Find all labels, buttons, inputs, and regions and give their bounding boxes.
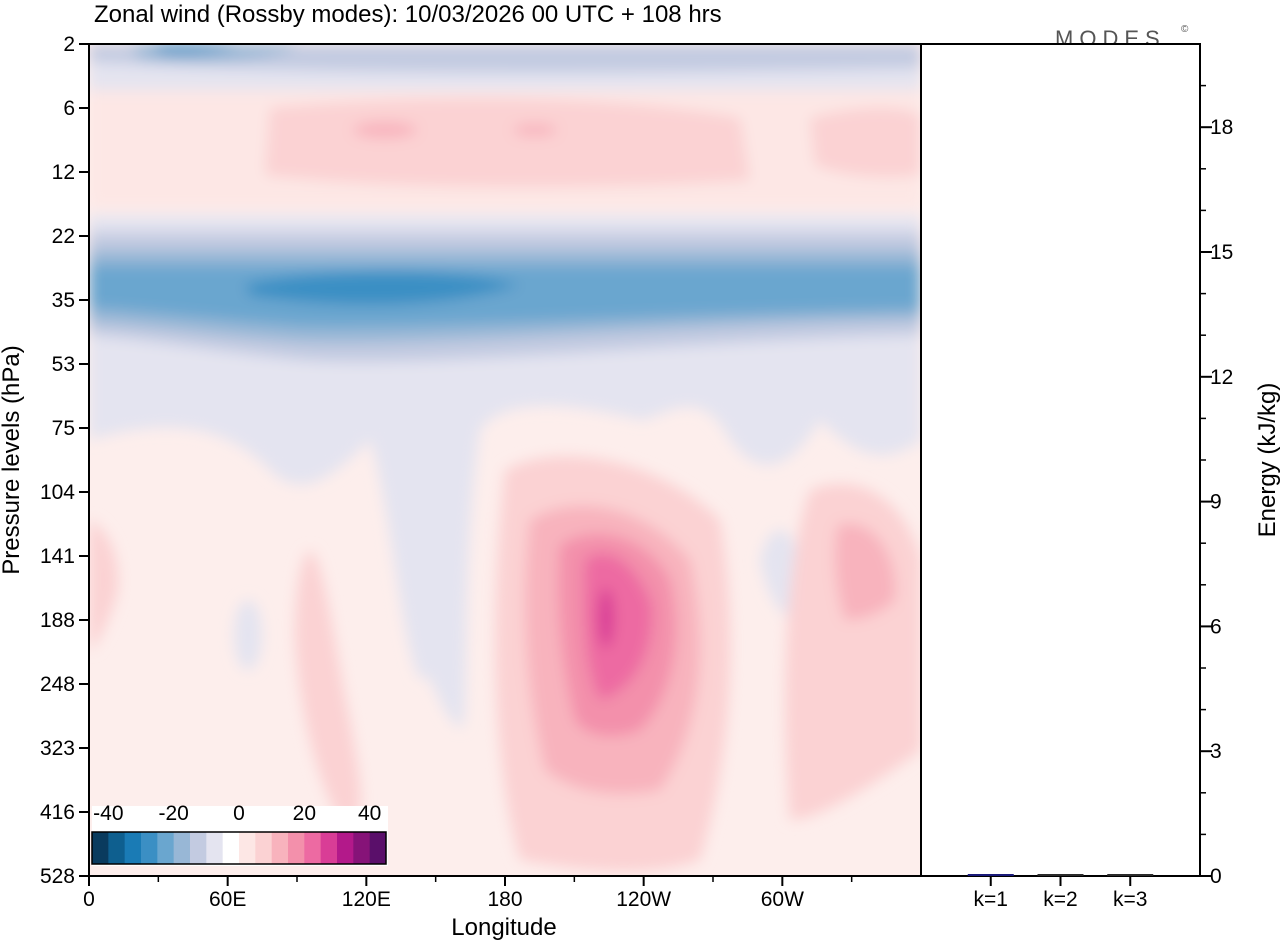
y-tick-label: 22	[52, 225, 75, 248]
colorbar-cell	[369, 832, 387, 864]
contour-plot: 0 60E 120E 180 120W 60W 2 6 12 22 35 53 75 104 141 188…	[0, 33, 922, 941]
region-weak-easterly-spot	[234, 600, 262, 670]
colorbar-cell	[337, 832, 354, 864]
energy-category-label: k=1	[974, 888, 1008, 911]
y-tick-label: 323	[40, 737, 75, 760]
energy-tick-label: 3	[1210, 740, 1222, 763]
x-tick-label: 180	[487, 888, 522, 911]
y-tick-label: 2	[63, 33, 75, 56]
energy-tick-label: 0	[1210, 865, 1222, 888]
band-westerly-upper-core-east	[810, 107, 921, 177]
colorbar-label: -40	[93, 802, 123, 825]
energy-y-ticks: 0 3 6 9 12 15 18	[1200, 116, 1233, 888]
y-tick-label: 6	[63, 97, 75, 120]
y-tick-label: 12	[52, 161, 75, 184]
y-tick-label: 141	[40, 545, 75, 568]
colorbar-cell	[141, 832, 158, 864]
energy-panel: 0 3 6 9 12 15 18 k=1 k=2 k=3 Energy (kJ/kg)	[920, 43, 1280, 911]
energy-category-label: k=3	[1113, 888, 1147, 911]
energy-axis-title: Energy (kJ/kg)	[1254, 383, 1280, 538]
colorbar-cell	[92, 832, 109, 864]
y-axis-ticks: 2 6 12 22 35 53 75 104 141 188 248 323 416 528	[40, 33, 89, 888]
energy-tick-label: 12	[1210, 366, 1233, 389]
energy-bar	[1037, 874, 1084, 876]
y-tick-label: 53	[52, 353, 75, 376]
jet-westerly-east-core	[834, 523, 896, 620]
energy-bars	[967, 874, 1154, 876]
y-tick-label: 188	[40, 609, 75, 632]
energy-tick-label: 18	[1210, 116, 1233, 139]
colorbar-cell	[173, 832, 191, 864]
chart-title: Zonal wind (Rossby modes): 10/03/2026 00…	[94, 1, 722, 28]
colorbar-cell	[271, 832, 289, 864]
colorbar-cell	[206, 832, 224, 864]
energy-bar	[1107, 874, 1154, 876]
x-tick-label: 0	[83, 888, 95, 911]
energy-bar	[967, 874, 1014, 876]
y-tick-label: 528	[40, 865, 75, 888]
x-axis-title: Longitude	[451, 914, 556, 941]
energy-tick-label: 15	[1210, 241, 1233, 264]
band-westerly-upper-peak-1	[353, 122, 417, 138]
band-westerly-upper-peak-2	[513, 124, 557, 136]
colorbar-cell	[320, 832, 338, 864]
contour-field	[89, 44, 921, 872]
region-weak-easterly	[89, 340, 921, 728]
energy-tick-label: 9	[1210, 491, 1222, 514]
colorbar: -40 -20 0 20 40	[91, 802, 388, 866]
colorbar-label: 0	[233, 802, 245, 825]
colorbar-label: 40	[358, 802, 381, 825]
colorbar-cell	[288, 832, 305, 864]
colorbar-cell	[353, 832, 371, 864]
colorbar-cell	[157, 832, 175, 864]
colorbar-cell	[124, 832, 142, 864]
energy-categories: k=1 k=2 k=3	[974, 876, 1147, 911]
x-tick-label: 60W	[761, 888, 804, 911]
x-tick-label: 60E	[209, 888, 246, 911]
y-tick-label: 248	[40, 673, 75, 696]
energy-tick-label: 6	[1210, 615, 1222, 638]
colorbar-cells	[92, 832, 387, 864]
colorbar-cell	[304, 832, 322, 864]
lobe-west-1	[89, 520, 119, 650]
jet-westerly-core	[598, 588, 614, 648]
x-tick-label: 120W	[616, 888, 671, 911]
band-westerly-upper-core	[265, 98, 750, 187]
colorbar-cell	[222, 832, 240, 864]
jet-westerly-4	[583, 553, 653, 700]
colorbar-cell	[239, 832, 256, 864]
x-axis-ticks: 0 60E 120E 180 120W 60W	[83, 876, 853, 911]
x-tick-label: 120E	[342, 888, 391, 911]
energy-minor-ticks	[1200, 84, 1206, 836]
band-easterly-top-2	[89, 44, 921, 73]
colorbar-cell	[108, 832, 126, 864]
colorbar-frame	[91, 831, 387, 865]
colorbar-cell	[255, 832, 273, 864]
band-easterly-top-core	[150, 44, 240, 54]
energy-frame	[920, 43, 1201, 877]
colorbar-cell	[190, 832, 207, 864]
lobe-west-2	[295, 550, 361, 830]
y-tick-label: 75	[52, 417, 75, 440]
brand-mark: ©	[1181, 24, 1189, 35]
colorbar-labels: -40 -20 0 20 40	[93, 802, 381, 825]
energy-category-label: k=2	[1043, 888, 1077, 911]
jet-easterly-core	[245, 271, 520, 305]
y-axis-title: Pressure levels (hPa)	[0, 345, 25, 574]
y-tick-label: 35	[52, 289, 75, 312]
y-tick-label: 416	[40, 801, 75, 824]
colorbar-label: -20	[158, 802, 188, 825]
y-tick-label: 104	[40, 481, 75, 504]
colorbar-label: 20	[293, 802, 316, 825]
